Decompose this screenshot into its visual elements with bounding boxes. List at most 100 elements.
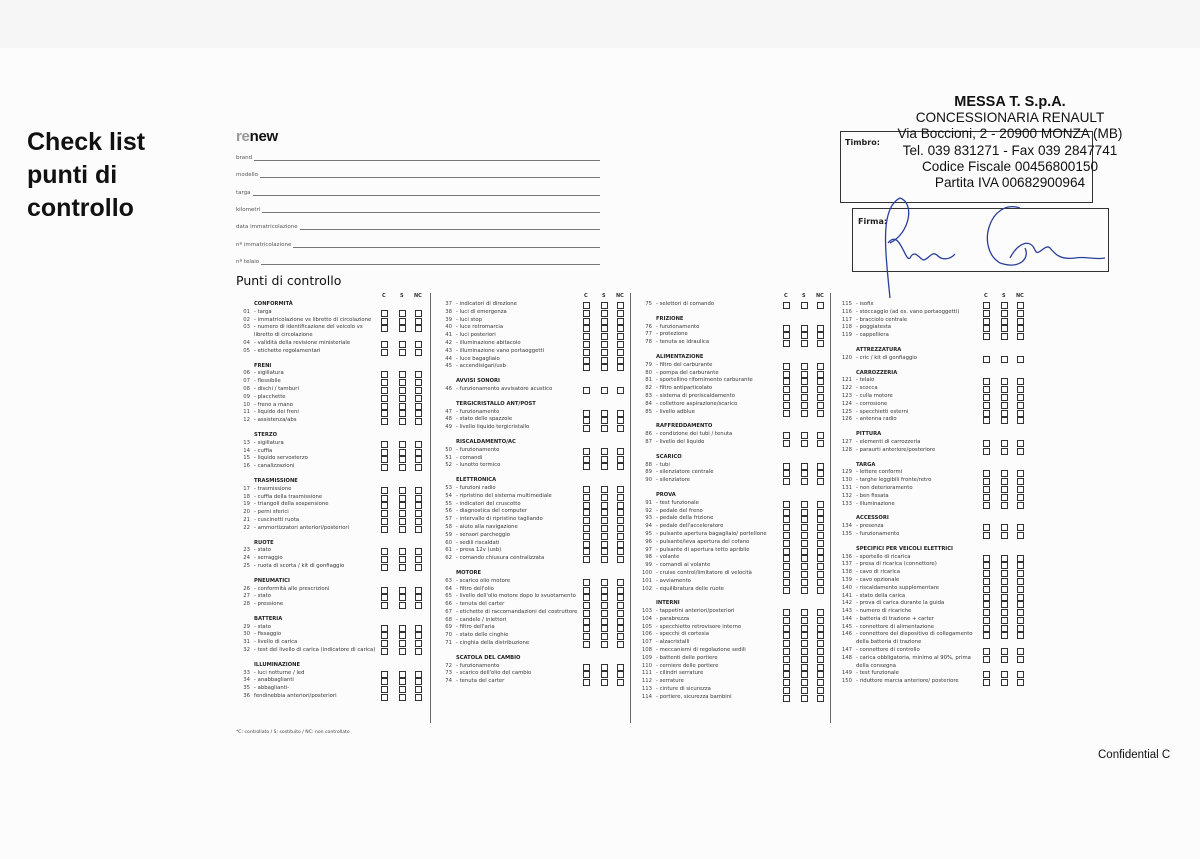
form-field-n-telaio[interactable]: nº telaio (236, 259, 600, 265)
checkbox-s[interactable] (1001, 386, 1008, 394)
checkbox-s[interactable] (601, 340, 608, 348)
checkbox-nc[interactable] (617, 409, 624, 417)
checkbox-c[interactable] (381, 648, 388, 656)
checkbox-nc[interactable] (817, 563, 824, 571)
checkbox-nc[interactable] (1017, 570, 1024, 578)
checkbox-c[interactable] (983, 609, 990, 617)
checkbox-nc[interactable] (415, 325, 422, 333)
checkbox-s[interactable] (399, 694, 406, 702)
checkbox-s[interactable] (399, 456, 406, 464)
checkbox-nc[interactable] (817, 694, 824, 702)
checkbox-c[interactable] (381, 456, 388, 464)
checkbox-c[interactable] (983, 679, 990, 687)
checkbox-s[interactable] (601, 425, 608, 433)
checkbox-c[interactable] (381, 525, 388, 533)
checkbox-s[interactable] (399, 594, 406, 602)
checkbox-c[interactable] (381, 394, 388, 402)
checkbox-c[interactable] (783, 570, 790, 578)
checkbox-nc[interactable] (415, 486, 422, 494)
checkbox-nc[interactable] (415, 402, 422, 410)
checkbox-nc[interactable] (817, 386, 824, 394)
checkbox-c[interactable] (983, 585, 990, 593)
checkbox-nc[interactable] (415, 418, 422, 426)
checkbox-c[interactable] (583, 556, 590, 564)
checkbox-s[interactable] (399, 486, 406, 494)
checkbox-c[interactable] (783, 578, 790, 586)
checkbox-nc[interactable] (617, 641, 624, 649)
field-line[interactable] (261, 259, 600, 265)
checkbox-c[interactable] (983, 648, 990, 656)
checkbox-nc[interactable] (617, 501, 624, 509)
checkbox-c[interactable] (783, 370, 790, 378)
checkbox-c[interactable] (381, 464, 388, 472)
checkbox-nc[interactable] (617, 447, 624, 455)
checkbox-nc[interactable] (817, 679, 824, 687)
checkbox-c[interactable] (783, 324, 790, 332)
checkbox-nc[interactable] (817, 332, 824, 340)
checkbox-c[interactable] (583, 540, 590, 548)
checkbox-s[interactable] (1001, 624, 1008, 632)
checkbox-nc[interactable] (415, 317, 422, 325)
checkbox-s[interactable] (399, 494, 406, 502)
checkbox-nc[interactable] (1017, 609, 1024, 617)
checkbox-nc[interactable] (1017, 302, 1024, 309)
checkbox-nc[interactable] (617, 602, 624, 610)
checkbox-c[interactable] (583, 356, 590, 364)
checkbox-c[interactable] (583, 578, 590, 586)
checkbox-nc[interactable] (817, 632, 824, 640)
checkbox-s[interactable] (801, 679, 808, 687)
checkbox-nc[interactable] (617, 493, 624, 501)
checkbox-c[interactable] (783, 687, 790, 695)
checkbox-nc[interactable] (817, 524, 824, 532)
checkbox-nc[interactable] (1017, 447, 1024, 455)
checkbox-s[interactable] (801, 632, 808, 640)
checkbox-c[interactable] (381, 418, 388, 426)
checkbox-s[interactable] (601, 517, 608, 525)
checkbox-s[interactable] (399, 309, 406, 317)
checkbox-nc[interactable] (817, 470, 824, 478)
checkbox-s[interactable] (601, 578, 608, 586)
checkbox-s[interactable] (1001, 478, 1008, 486)
checkbox-nc[interactable] (1017, 616, 1024, 624)
checkbox-c[interactable] (783, 478, 790, 486)
checkbox-s[interactable] (1001, 562, 1008, 570)
checkbox-c[interactable] (783, 648, 790, 656)
checkbox-s[interactable] (801, 524, 808, 532)
checkbox-nc[interactable] (817, 531, 824, 539)
checkbox-nc[interactable] (817, 370, 824, 378)
checkbox-c[interactable] (381, 624, 388, 632)
checkbox-s[interactable] (801, 648, 808, 656)
form-field-brand[interactable]: brand (236, 155, 600, 161)
checkbox-s[interactable] (1001, 333, 1008, 341)
checkbox-nc[interactable] (617, 517, 624, 525)
checkbox-nc[interactable] (415, 348, 422, 356)
checkbox-nc[interactable] (817, 340, 824, 348)
checkbox-nc[interactable] (415, 379, 422, 387)
checkbox-c[interactable] (783, 563, 790, 571)
checkbox-c[interactable] (983, 624, 990, 632)
checkbox-c[interactable] (983, 378, 990, 386)
checkbox-c[interactable] (583, 333, 590, 341)
checkbox-s[interactable] (601, 386, 608, 394)
checkbox-c[interactable] (983, 616, 990, 624)
checkbox-c[interactable] (381, 586, 388, 594)
checkbox-s[interactable] (1001, 593, 1008, 601)
checkbox-s[interactable] (399, 448, 406, 456)
checkbox-c[interactable] (583, 625, 590, 633)
checkbox-s[interactable] (1001, 325, 1008, 333)
checkbox-nc[interactable] (415, 456, 422, 464)
checkbox-nc[interactable] (617, 578, 624, 586)
checkbox-c[interactable] (381, 678, 388, 686)
checkbox-c[interactable] (583, 493, 590, 501)
checkbox-c[interactable] (983, 593, 990, 601)
checkbox-nc[interactable] (617, 509, 624, 517)
checkbox-nc[interactable] (1017, 439, 1024, 447)
checkbox-nc[interactable] (1017, 554, 1024, 562)
checkbox-s[interactable] (1001, 554, 1008, 562)
checkbox-s[interactable] (601, 524, 608, 532)
checkbox-c[interactable] (783, 500, 790, 508)
checkbox-s[interactable] (399, 502, 406, 510)
checkbox-s[interactable] (601, 625, 608, 633)
checkbox-nc[interactable] (415, 678, 422, 686)
checkbox-c[interactable] (983, 501, 990, 509)
